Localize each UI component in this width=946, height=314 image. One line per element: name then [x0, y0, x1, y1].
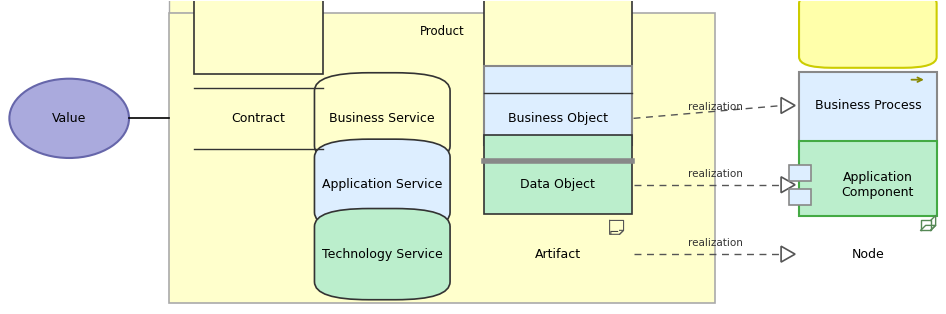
FancyBboxPatch shape [799, 141, 937, 216]
FancyBboxPatch shape [169, 13, 715, 303]
Text: Application Service: Application Service [322, 178, 443, 191]
Text: Technology Service: Technology Service [322, 248, 443, 261]
Text: Business Object: Business Object [508, 112, 607, 125]
Text: Business Service: Business Service [329, 112, 435, 125]
Text: realization: realization [688, 238, 743, 248]
FancyBboxPatch shape [314, 73, 450, 164]
FancyBboxPatch shape [314, 208, 450, 300]
FancyBboxPatch shape [789, 189, 811, 205]
FancyBboxPatch shape [484, 66, 632, 145]
FancyBboxPatch shape [169, 0, 289, 13]
Text: Artifact: Artifact [534, 248, 581, 261]
Ellipse shape [9, 79, 129, 158]
FancyBboxPatch shape [789, 165, 811, 181]
FancyBboxPatch shape [484, 0, 632, 79]
Text: Product: Product [420, 24, 464, 38]
Text: ⌐: ⌐ [608, 226, 619, 239]
Text: Business Process: Business Process [815, 99, 921, 112]
FancyBboxPatch shape [314, 139, 450, 230]
Text: realization: realization [688, 102, 743, 112]
Text: Contract: Contract [232, 112, 286, 125]
FancyBboxPatch shape [194, 0, 324, 74]
Text: Value: Value [52, 112, 86, 125]
Text: Node: Node [851, 248, 885, 261]
Text: Application
Component: Application Component [842, 171, 914, 199]
Text: Data Object: Data Object [520, 178, 595, 191]
FancyBboxPatch shape [799, 0, 937, 68]
FancyBboxPatch shape [484, 135, 632, 214]
Text: realization: realization [688, 169, 743, 179]
FancyBboxPatch shape [799, 72, 937, 147]
